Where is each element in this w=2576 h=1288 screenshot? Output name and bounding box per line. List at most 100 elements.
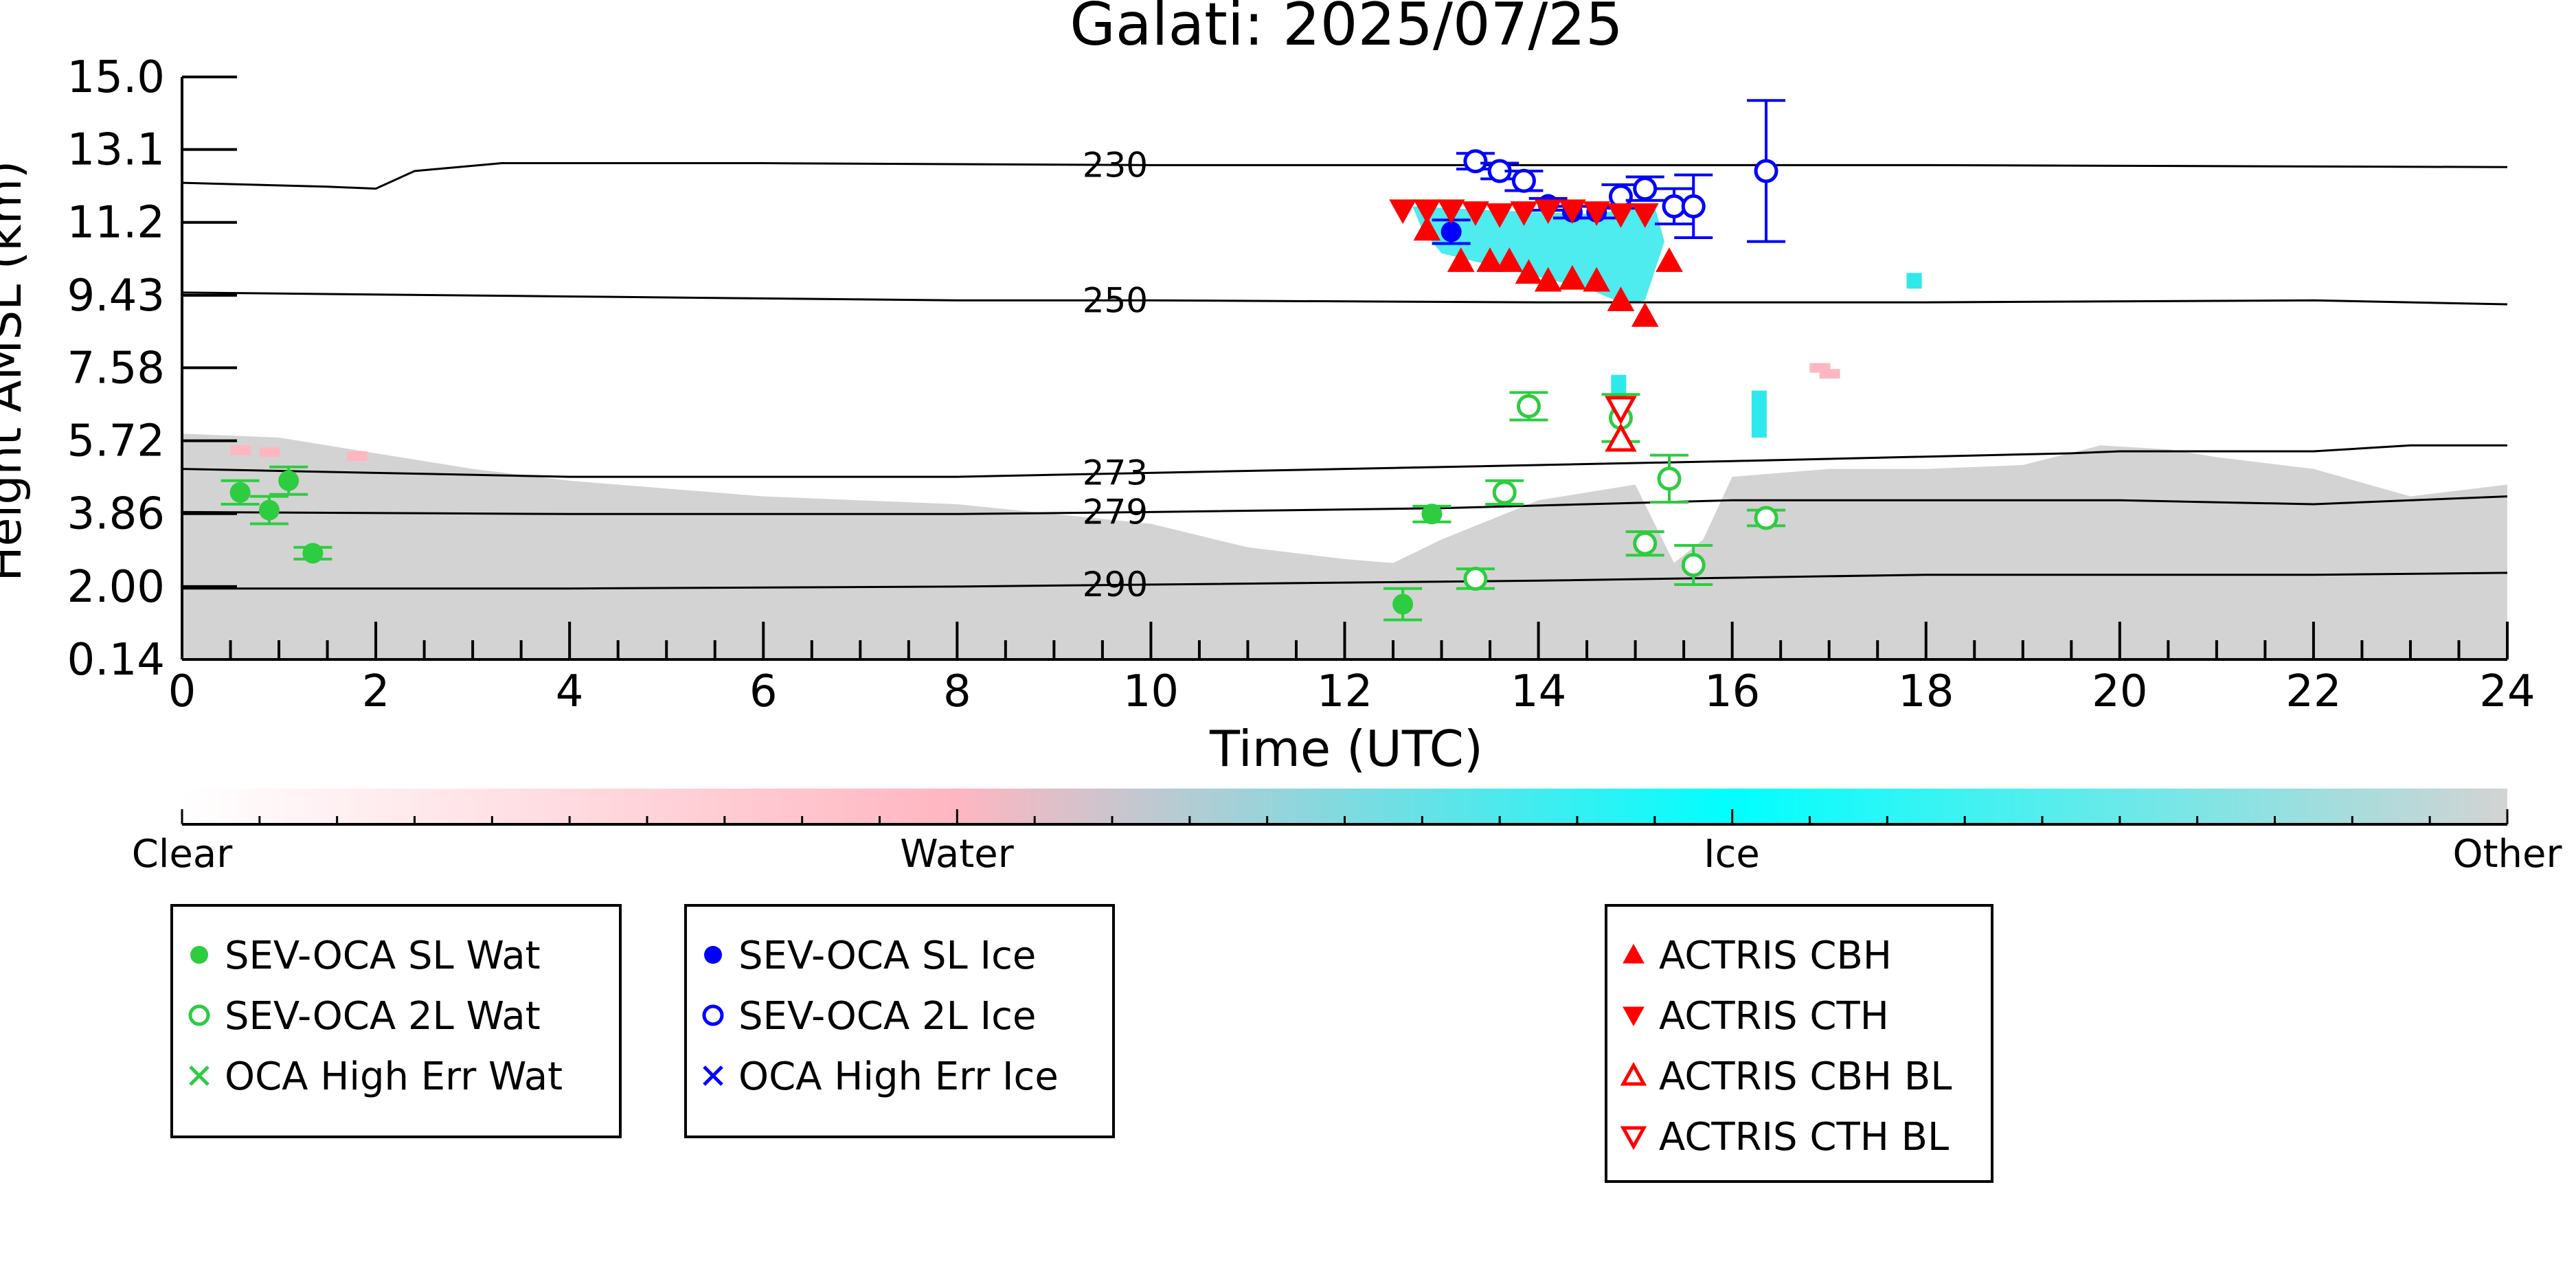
data-point bbox=[1631, 203, 1659, 228]
x-tick-label: 0 bbox=[168, 666, 196, 717]
series-sev-oca-2l-wat bbox=[1456, 391, 1786, 591]
water-patch bbox=[259, 447, 280, 457]
legend-label: OCA High Err Wat bbox=[225, 1054, 563, 1099]
series-sev-oca-sl-wat bbox=[221, 465, 1451, 622]
y-tick-label: 5.72 bbox=[67, 416, 166, 467]
legend-marker bbox=[1620, 1061, 1647, 1086]
data-point bbox=[1559, 199, 1586, 225]
x-tick-label: 16 bbox=[1704, 666, 1760, 717]
data-point bbox=[1463, 566, 1488, 591]
data-point bbox=[1534, 267, 1562, 292]
isotherm-250 bbox=[181, 291, 2508, 306]
legend-label: SEV-OCA SL Ice bbox=[738, 934, 1036, 978]
data-point bbox=[1462, 201, 1489, 226]
data-point bbox=[1583, 267, 1611, 292]
isotherm-label-290: 290 bbox=[1083, 565, 1148, 605]
cloud-classification-field bbox=[182, 206, 2507, 659]
water-patch bbox=[1819, 369, 1840, 379]
y-tick-label: 7.58 bbox=[67, 343, 166, 394]
data-point bbox=[1515, 259, 1543, 284]
data-point bbox=[229, 482, 251, 503]
x-tick-label: 6 bbox=[749, 666, 778, 717]
y-tick-label: 13.1 bbox=[67, 125, 166, 176]
other-region bbox=[182, 433, 2507, 659]
data-point bbox=[1656, 247, 1683, 272]
legend-marker bbox=[1623, 1006, 1645, 1027]
x-tick-label: 8 bbox=[943, 666, 971, 717]
legend-marker bbox=[189, 1065, 210, 1086]
legend-label: ACTRIS CBH bbox=[1659, 934, 1892, 978]
data-point bbox=[1413, 216, 1441, 241]
data-point bbox=[1440, 221, 1462, 242]
data-point bbox=[1631, 302, 1659, 327]
legend-marker bbox=[188, 1004, 210, 1026]
data-point bbox=[1534, 199, 1562, 225]
data-point bbox=[1559, 264, 1586, 290]
x-tick-label: 12 bbox=[1317, 666, 1372, 717]
data-point bbox=[1605, 396, 1637, 425]
y-tick-label: 9.43 bbox=[67, 271, 166, 321]
series-actris-cth-bl bbox=[1605, 396, 1637, 425]
data-point bbox=[1510, 201, 1538, 226]
isotherm-label-230: 230 bbox=[1083, 145, 1148, 185]
legend-frame bbox=[684, 904, 1115, 1138]
data-point bbox=[1754, 159, 1778, 183]
data-point bbox=[1511, 168, 1536, 193]
x-tick-label: 2 bbox=[362, 666, 390, 717]
data-series bbox=[221, 99, 1786, 622]
ice-patch bbox=[1906, 273, 1922, 289]
x-tick-label: 24 bbox=[2479, 666, 2535, 717]
series-actris-cbh-bl bbox=[1605, 422, 1637, 452]
data-point bbox=[1516, 394, 1541, 418]
series-actris-cbh bbox=[1413, 216, 1683, 327]
isotherm-230 bbox=[181, 162, 2508, 190]
x-tick-label: 4 bbox=[556, 666, 584, 717]
data-point bbox=[1754, 506, 1778, 530]
data-point bbox=[1447, 247, 1475, 272]
data-point bbox=[1476, 247, 1504, 272]
legend-marker bbox=[702, 1004, 724, 1026]
colorbar-label-clear: Clear bbox=[132, 832, 233, 877]
x-tick-label: 10 bbox=[1123, 666, 1179, 717]
legend-label: SEV-OCA 2L Ice bbox=[738, 994, 1036, 1039]
colorbar-label-other: Other bbox=[2452, 832, 2562, 877]
data-point bbox=[302, 543, 324, 564]
data-point bbox=[1607, 286, 1635, 311]
data-point bbox=[1662, 194, 1686, 218]
y-tick-label: 11.2 bbox=[67, 198, 166, 249]
legend-marker bbox=[704, 946, 722, 964]
y-axis-label: Height AMSL (km) bbox=[0, 161, 32, 582]
data-point bbox=[1633, 177, 1658, 201]
data-point bbox=[1657, 466, 1682, 491]
isotherm-290 bbox=[182, 572, 2508, 590]
y-tick-label: 3.86 bbox=[67, 489, 166, 540]
legend-marker bbox=[1620, 1126, 1647, 1151]
data-point bbox=[1463, 149, 1488, 174]
data-point bbox=[1392, 594, 1414, 615]
data-point bbox=[1492, 480, 1517, 505]
legend-label: ACTRIS CTH BL bbox=[1659, 1115, 1949, 1160]
legend-marker bbox=[1623, 943, 1645, 964]
x-tick-label: 14 bbox=[1511, 666, 1566, 717]
legend-frame bbox=[1605, 904, 1993, 1183]
x-tick-label: 20 bbox=[2092, 666, 2147, 717]
data-point bbox=[1681, 194, 1706, 218]
series-actris-cth bbox=[1389, 199, 1659, 228]
data-point bbox=[1583, 201, 1611, 226]
data-point bbox=[1437, 199, 1465, 225]
y-tick-label: 0.14 bbox=[67, 635, 166, 686]
legend-box-2: SEV-OCA SL Ice SEV-OCA 2L Ice OCA High Err… bbox=[684, 904, 1115, 1138]
legend-label: ACTRIS CBH BL bbox=[1659, 1054, 1952, 1099]
isotherm-label-279: 279 bbox=[1083, 492, 1148, 532]
data-point bbox=[1413, 199, 1441, 225]
legend-box-1: SEV-OCA SL Wat SEV-OCA 2L Wat OCA High Err… bbox=[170, 904, 622, 1138]
data-point bbox=[1607, 203, 1635, 228]
ice-patch bbox=[1751, 390, 1767, 438]
data-point bbox=[1605, 422, 1637, 452]
x-tick-label: 22 bbox=[2285, 666, 2341, 717]
isotherm-279 bbox=[181, 495, 2508, 515]
water-patch bbox=[230, 445, 251, 455]
legend-box-3: ACTRIS CBH ACTRIS CTH ACTRIS CBH BL ACTRIS … bbox=[1605, 904, 1993, 1183]
legend-frame bbox=[170, 904, 622, 1138]
